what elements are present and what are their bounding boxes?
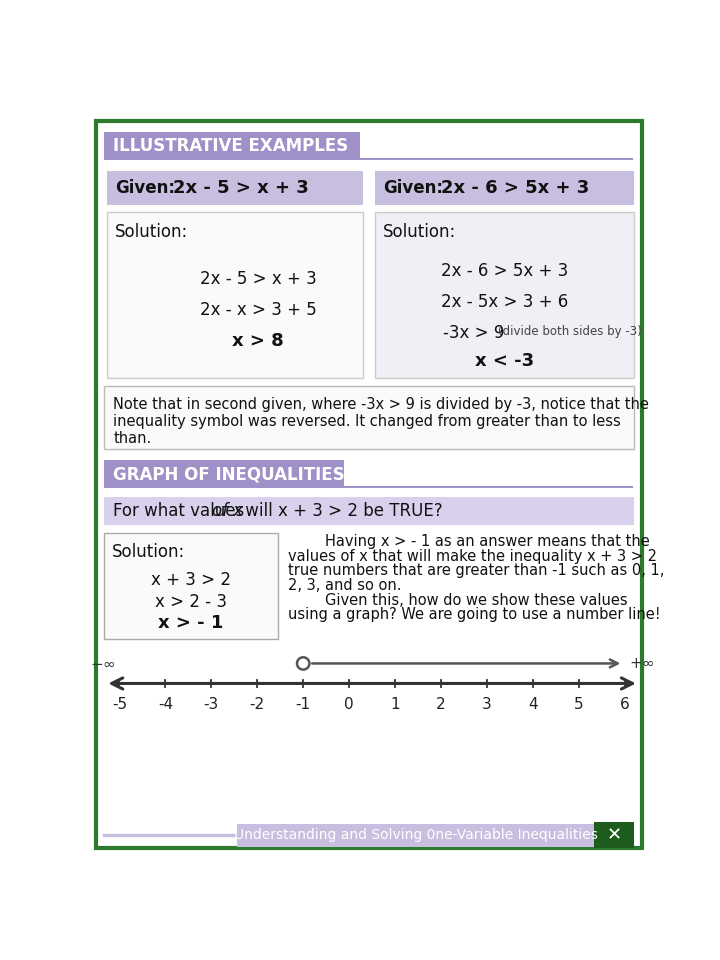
FancyBboxPatch shape (104, 460, 344, 488)
Text: using a graph? We are going to use a number line!: using a graph? We are going to use a num… (287, 608, 660, 622)
FancyBboxPatch shape (107, 212, 363, 378)
Text: Note that in second given, where -3x > 9 is divided by -3, notice that the: Note that in second given, where -3x > 9… (113, 397, 649, 412)
FancyBboxPatch shape (594, 822, 634, 849)
Text: -3x > 9: -3x > 9 (443, 324, 509, 342)
Text: 0: 0 (344, 697, 354, 712)
Text: x > 2 - 3: x > 2 - 3 (155, 592, 227, 611)
Text: 5: 5 (574, 697, 584, 712)
Text: 2x - 5 > x + 3: 2x - 5 > x + 3 (173, 179, 309, 197)
Text: Understanding and Solving 0ne-Variable Inequalities: Understanding and Solving 0ne-Variable I… (233, 828, 598, 842)
Text: Solution:: Solution: (383, 223, 456, 241)
Text: -5: -5 (112, 697, 127, 712)
FancyBboxPatch shape (375, 212, 634, 378)
Text: x > 8: x > 8 (233, 331, 284, 349)
FancyBboxPatch shape (104, 533, 279, 638)
FancyBboxPatch shape (360, 158, 632, 160)
FancyBboxPatch shape (107, 171, 363, 204)
FancyBboxPatch shape (104, 132, 360, 160)
Text: Given:: Given: (383, 179, 443, 197)
Text: 2x - 6 > 5x + 3: 2x - 6 > 5x + 3 (441, 262, 568, 280)
Text: Solution:: Solution: (114, 223, 188, 241)
Text: Solution:: Solution: (112, 543, 185, 562)
Text: 1: 1 (390, 697, 400, 712)
Text: -2: -2 (250, 697, 265, 712)
Text: -1: -1 (296, 697, 311, 712)
Text: than.: than. (113, 431, 151, 445)
Text: -3: -3 (204, 697, 219, 712)
FancyBboxPatch shape (96, 121, 642, 849)
Text: x + 3 > 2: x + 3 > 2 (151, 571, 231, 589)
Text: 2: 2 (436, 697, 446, 712)
Text: GRAPH OF INEQUALITIES: GRAPH OF INEQUALITIES (113, 465, 345, 483)
Text: values of x that will make the inequality x + 3 > 2: values of x that will make the inequalit… (287, 549, 657, 564)
Text: For what values: For what values (113, 502, 250, 520)
Text: true numbers that are greater than -1 such as 0, 1,: true numbers that are greater than -1 su… (287, 564, 664, 578)
Text: 2x - 6 > 5x + 3: 2x - 6 > 5x + 3 (441, 179, 590, 197)
Text: (divide both sides by -3): (divide both sides by -3) (498, 325, 642, 339)
Text: $+\infty$: $+\infty$ (629, 656, 654, 671)
Text: ILLUSTRATIVE EXAMPLES: ILLUSTRATIVE EXAMPLES (113, 137, 348, 155)
Text: 2x - 5x > 3 + 6: 2x - 5x > 3 + 6 (441, 293, 568, 311)
Text: $-\infty$: $-\infty$ (90, 656, 116, 671)
Text: -4: -4 (158, 697, 173, 712)
Text: x < -3: x < -3 (475, 352, 534, 371)
Text: of x: of x (212, 502, 243, 520)
FancyBboxPatch shape (238, 824, 594, 847)
Text: x > - 1: x > - 1 (158, 614, 224, 632)
FancyBboxPatch shape (104, 386, 634, 449)
Text: Having x > - 1 as an answer means that the: Having x > - 1 as an answer means that t… (287, 534, 649, 549)
Text: Given this, how do we show these values: Given this, how do we show these values (287, 592, 627, 608)
Text: will x + 3 > 2 be TRUE?: will x + 3 > 2 be TRUE? (240, 502, 442, 520)
FancyBboxPatch shape (344, 487, 632, 488)
FancyBboxPatch shape (104, 497, 634, 525)
Text: ✕: ✕ (606, 827, 621, 844)
Text: 4: 4 (528, 697, 538, 712)
FancyBboxPatch shape (375, 171, 634, 204)
Text: 6: 6 (620, 697, 629, 712)
Text: 3: 3 (482, 697, 492, 712)
Text: Given:: Given: (114, 179, 175, 197)
Text: inequality symbol was reversed. It changed from greater than to less: inequality symbol was reversed. It chang… (113, 414, 621, 429)
Text: 2, 3, and so on.: 2, 3, and so on. (287, 578, 401, 593)
Text: 2x - 5 > x + 3: 2x - 5 > x + 3 (200, 270, 317, 288)
Text: 2x - x > 3 + 5: 2x - x > 3 + 5 (200, 300, 317, 319)
